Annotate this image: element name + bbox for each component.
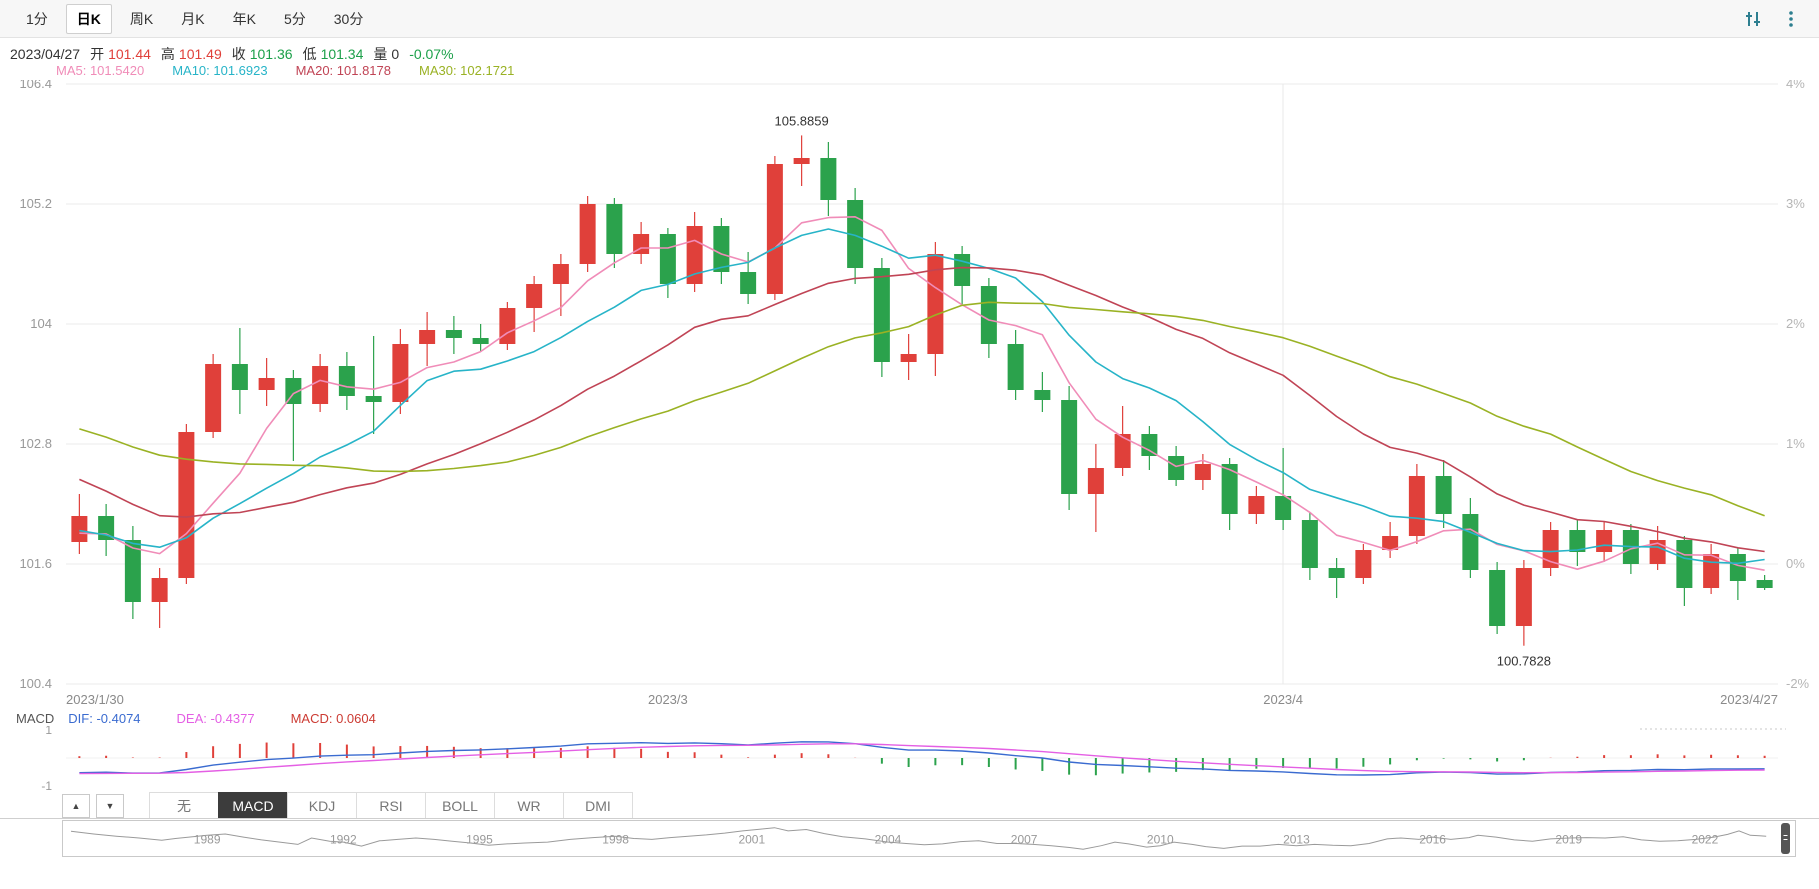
svg-text:2019: 2019 [1555,833,1582,847]
svg-text:2001: 2001 [738,833,765,847]
svg-text:1: 1 [45,726,52,737]
svg-text:2010: 2010 [1147,833,1174,847]
indicator-tab-wr[interactable]: WR [494,792,564,818]
svg-text:4%: 4% [1786,80,1805,91]
quote-date: 2023/04/27 [10,46,81,62]
macd-title: MACD [16,711,55,726]
svg-text:2004: 2004 [875,833,902,847]
svg-text:2023/4/27: 2023/4/27 [1720,692,1778,707]
svg-text:1995: 1995 [466,833,493,847]
svg-text:3%: 3% [1786,196,1805,211]
tab-weekly-k[interactable]: 周K [129,10,154,27]
macd-bar-value: MACD: 0.0604 [290,711,376,726]
svg-text:104: 104 [30,316,52,331]
svg-text:2007: 2007 [1011,833,1038,847]
tab-5min[interactable]: 5分 [283,10,306,27]
indicator-tabs: 无 MACD KDJ RSI BOLL WR DMI [149,792,633,818]
indicator-tab-kdj[interactable]: KDJ [287,792,357,818]
ma-legend-bar: MA5: 101.5420 MA10: 101.6923 MA20: 101.8… [56,63,514,78]
low-label: 低 [302,46,317,62]
indicator-tab-macd[interactable]: MACD [218,792,288,818]
navigator-chart[interactable]: 1989 1992 1995 1998 2001 2004 2007 2010 2013 2016… [63,821,1795,856]
svg-text:-2%: -2% [1786,676,1810,691]
high-label: 高 [160,46,175,62]
ma5-value: MA5: 101.5420 [56,63,145,78]
svg-text:2%: 2% [1786,316,1805,331]
svg-text:2023/4: 2023/4 [1263,692,1303,707]
chart-settings-icon[interactable] [1743,9,1763,29]
toolbar-icons [1743,9,1819,29]
close-label: 收 [231,46,246,62]
macd-dif-value: DIF: -0.4074 [68,711,141,726]
svg-text:1998: 1998 [602,833,629,847]
tab-yearly-k[interactable]: 年K [232,10,256,27]
period-toolbar: 1分 日K 周K 月K 年K 5分 30分 [0,0,1819,38]
svg-text:1%: 1% [1786,436,1805,451]
tab-30min[interactable]: 30分 [333,10,364,27]
tab-daily-k[interactable]: 日K [65,3,112,34]
svg-text:101.6: 101.6 [19,556,52,571]
svg-text:0%: 0% [1786,556,1805,571]
svg-text:-1: -1 [41,779,52,792]
range-navigator[interactable]: 1989 1992 1995 1998 2001 2004 2007 2010 2013 2016… [62,820,1796,857]
indicator-bar: ▲ ▼ 无 MACD KDJ RSI BOLL WR DMI [0,792,1819,819]
period-tabs: 1分 日K 周K 月K 年K 5分 30分 [0,3,373,34]
svg-text:105.8859: 105.8859 [775,113,829,128]
svg-text:1989: 1989 [194,833,221,847]
tab-1min[interactable]: 1分 [26,10,48,27]
navigator-handle[interactable] [1781,823,1790,854]
macd-dea-value: DEA: -0.4377 [176,711,255,726]
low-value: 101.34 [320,46,364,62]
tab-monthly-k[interactable]: 月K [181,10,205,27]
svg-text:105.2: 105.2 [19,196,52,211]
svg-text:2023/1/30: 2023/1/30 [66,692,124,707]
close-value: 101.36 [249,46,293,62]
svg-text:100.4: 100.4 [19,676,52,691]
indicator-tab-rsi[interactable]: RSI [356,792,426,818]
svg-text:2013: 2013 [1283,833,1310,847]
open-label: 开 [90,46,105,62]
indicator-down-button[interactable]: ▼ [96,794,124,818]
volume-label: 量 [373,46,388,62]
macd-header: MACD DIF: -0.4074 DEA: -0.4377 MACD: 0.0… [16,711,376,726]
svg-text:2023/3: 2023/3 [648,692,688,707]
high-value: 101.49 [178,46,222,62]
change-percent: -0.07% [409,46,454,62]
ma10-value: MA10: 101.6923 [172,63,268,78]
volume-value: 0 [391,46,400,62]
quote-bar: 2023/04/27 开 101.44 高 101.49 收 101.36 低 101.… [10,44,454,64]
svg-text:102.8: 102.8 [19,436,52,451]
svg-text:2016: 2016 [1419,833,1446,847]
indicator-tab-none[interactable]: 无 [149,792,219,818]
ma30-value: MA30: 102.1721 [419,63,515,78]
more-options-icon[interactable] [1781,9,1801,29]
indicator-tab-dmi[interactable]: DMI [563,792,633,818]
candlestick-chart[interactable]: 106.4 105.2 104 102.8 101.6 100.4 4% 3% 2% 1% 0% -2… [0,80,1819,712]
indicator-tab-boll[interactable]: BOLL [425,792,495,818]
svg-text:106.4: 106.4 [19,80,52,91]
ma20-value: MA20: 101.8178 [295,63,391,78]
svg-text:2022: 2022 [1692,833,1719,847]
svg-text:1992: 1992 [330,833,357,847]
svg-text:100.7828: 100.7828 [1497,654,1551,669]
macd-chart[interactable]: 1 -1 [0,726,1819,792]
open-value: 101.44 [108,46,151,62]
indicator-up-button[interactable]: ▲ [62,794,90,818]
